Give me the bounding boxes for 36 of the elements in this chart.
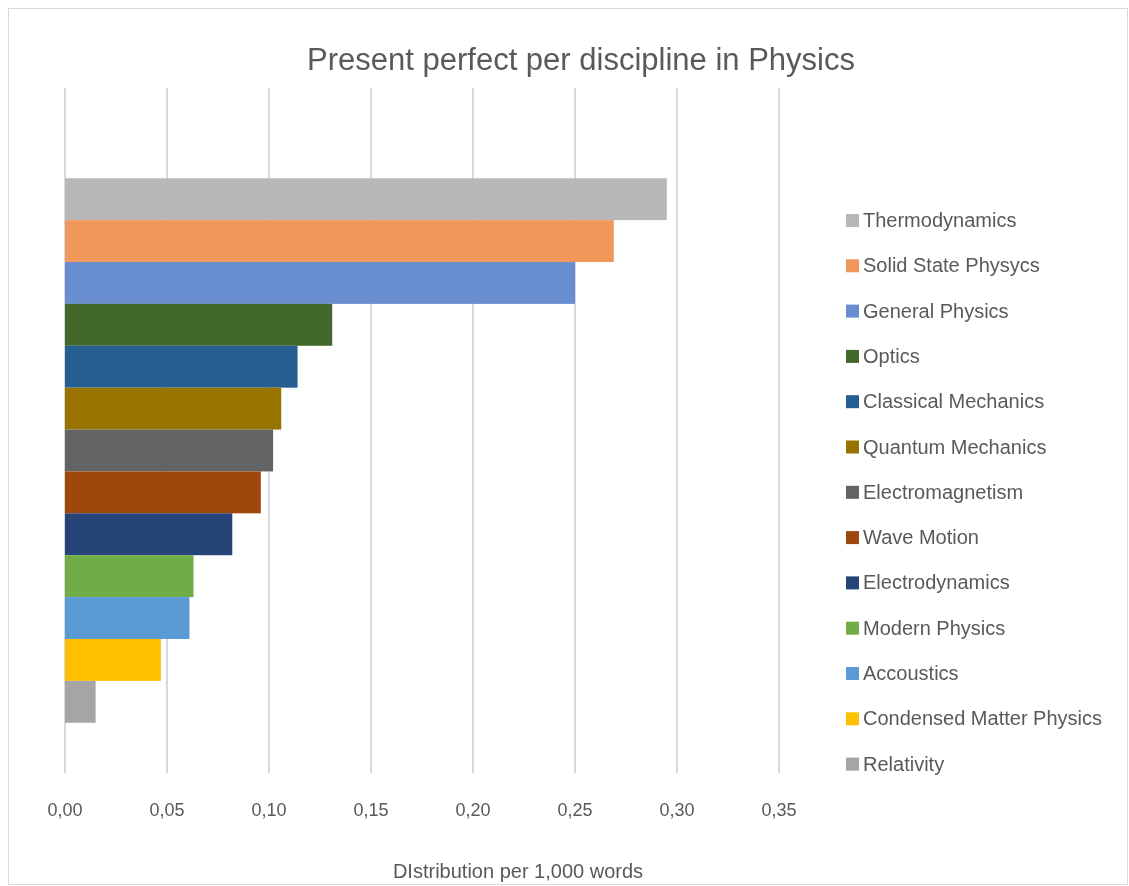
x-tick-label: 0,20 [455,800,491,820]
legend-label: Thermodynamics [863,209,1017,231]
legend-label: Condensed Matter Physics [863,707,1103,730]
bar [65,303,333,346]
legend-label: General Physics [863,299,1009,322]
legend-label: Wave Motion [863,526,979,549]
bar [65,178,667,221]
legend-label: Relativity [863,752,945,775]
legend-label: Accoustics [863,662,959,684]
bar [65,471,261,514]
chart-title: Present perfect per discipline in Physics [307,42,855,77]
legend-label: Solid State Physycs [863,254,1040,277]
legend-label: Electrodynamics [863,571,1010,594]
legend-label: Quantum Mechanics [863,435,1047,458]
bar [65,262,575,304]
bar [65,429,274,472]
legend-label: Electromagnetism [863,480,1024,503]
bar [65,638,161,681]
x-axis-title: DIstribution per 1,000 words [392,860,644,882]
legend-label: Modern Physics [863,616,1006,639]
x-tick-label: 0,15 [353,800,389,820]
bar [65,387,282,430]
x-tick-label: 0,30 [659,800,695,820]
x-tick-label: 0,00 [47,800,83,820]
bar [65,680,96,723]
bar [65,220,614,263]
x-tick-label: 0,35 [761,800,797,820]
legend-label: Classical Mechanics [863,390,1045,413]
bar [65,555,194,598]
x-tick-label: 0,05 [149,800,185,820]
x-tick-label: 0,10 [251,800,287,820]
x-tick-label: 0,25 [557,800,593,820]
bar [65,597,190,639]
bar [65,513,233,556]
bar [65,345,298,388]
legend-label: Optics [863,344,920,367]
